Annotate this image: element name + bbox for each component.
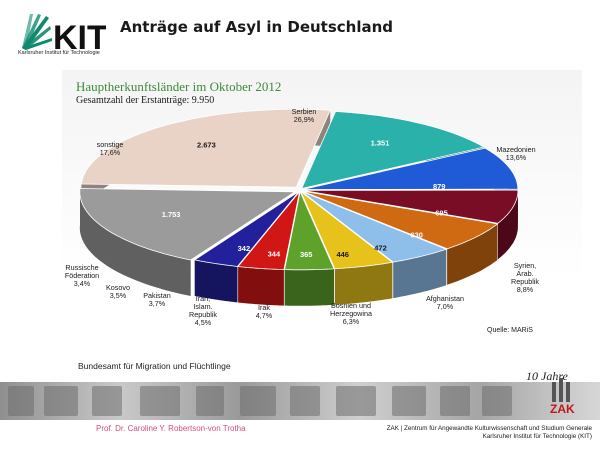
slice-value-label: 2.673 xyxy=(197,140,216,149)
pie-slice-side xyxy=(447,223,498,285)
slice-value-label: 472 xyxy=(374,243,387,252)
pie-slice xyxy=(80,108,331,188)
pie-slice xyxy=(302,190,499,250)
slice-category-label: Russische Föderation xyxy=(65,263,99,280)
footer-organization: Bundesamt für Migration und Flüchtlinge xyxy=(78,361,231,371)
slice-category-label: Serbien xyxy=(292,107,317,116)
photo-thumb xyxy=(440,386,470,416)
pie-slice-side xyxy=(334,262,393,305)
pie-slice xyxy=(301,191,448,263)
institute-line-1: ZAK | Zentrum für Angewandte Kulturwisse… xyxy=(386,425,592,432)
pie-slice xyxy=(302,189,519,224)
pie-slice xyxy=(237,191,300,271)
slice-value-label: 630 xyxy=(410,231,423,240)
photo-thumb xyxy=(240,386,276,416)
slice-category-label: Pakistan xyxy=(143,291,171,300)
pie-slice xyxy=(284,190,335,271)
pie-slice xyxy=(193,191,300,267)
slice-percent-label: 4,7% xyxy=(256,311,273,320)
slice-percent-label: 26,9% xyxy=(294,115,315,124)
slice-value-label: 365 xyxy=(300,250,313,259)
slice-percent-label: 7,0% xyxy=(437,302,454,311)
slice-value-label: 344 xyxy=(268,249,281,258)
slice-percent-label: 3,7% xyxy=(149,299,166,308)
slice-percent-label: 17,6% xyxy=(100,148,121,157)
logo-wordmark: KIT xyxy=(53,19,106,57)
slide-title: Anträge auf Asyl in Deutschland xyxy=(120,18,394,36)
slice-value-label: 879 xyxy=(433,182,446,191)
slice-category-label: Mazedonien xyxy=(496,145,535,154)
slice-category-label: Bosnien und Herzegowina xyxy=(330,301,372,318)
pie-slice xyxy=(301,111,486,190)
slice-percent-label: 6,3% xyxy=(343,317,360,326)
badge-zak: ZAK xyxy=(550,402,575,416)
pie-slice xyxy=(79,188,297,261)
zak-anniversary-badge: 10 Jahre ZAK xyxy=(526,369,575,416)
pie-slice-side xyxy=(393,249,447,299)
logo-subtitle: Karlsruher Institut für Technologie xyxy=(18,50,100,56)
pie-slice-side xyxy=(238,266,284,306)
pie-slice xyxy=(300,191,394,270)
photo-thumb xyxy=(290,386,320,416)
photo-thumb xyxy=(482,386,512,416)
kit-logo: KIT xyxy=(22,14,106,57)
slice-percent-label: 8,8% xyxy=(517,285,534,294)
photo-thumb xyxy=(392,386,426,416)
slice-percent-label: 13,6% xyxy=(506,153,527,162)
photo-thumb xyxy=(336,386,376,416)
photo-thumb xyxy=(196,386,224,416)
photo-thumb xyxy=(8,386,34,416)
chart-title: Hauptherkunftsländer im Oktober 2012 xyxy=(76,79,282,94)
badge-years: 10 Jahre xyxy=(526,369,569,383)
slice-category-label: sonstige xyxy=(97,140,124,149)
pie-slice-side xyxy=(194,259,238,303)
photo-thumb xyxy=(140,386,180,416)
pie-slice xyxy=(302,147,519,190)
slice-value-label: 342 xyxy=(238,244,251,253)
slice-value-label: 446 xyxy=(336,250,349,259)
pie-slice-side xyxy=(79,188,191,296)
slice-category-label: Irak xyxy=(258,303,270,312)
slice-category-label: Kosovo xyxy=(106,283,130,292)
pie-slice-side xyxy=(284,268,334,306)
author-name: Prof. Dr. Caroline Y. Robertson-von Trot… xyxy=(96,424,246,433)
institute-line-2: Karlsruher Institut für Technologie (KIT… xyxy=(482,433,592,440)
photo-thumb xyxy=(44,386,78,416)
slice-percent-label: 4,5% xyxy=(195,318,212,327)
slice-value-label: 1.753 xyxy=(162,210,181,219)
slice-category-label: Afghanistan xyxy=(426,294,464,303)
institute-info: ZAK | Zentrum für Angewandte Kulturwisse… xyxy=(387,425,592,441)
photo-thumb xyxy=(92,386,122,416)
slice-percent-label: 3,4% xyxy=(74,279,91,288)
slice-value-label: 1.351 xyxy=(371,139,390,148)
chart-source: Quelle: MARiS xyxy=(487,327,533,334)
chart-subtitle: Gesamtzahl der Erstanträge: 9.950 xyxy=(76,95,215,106)
slice-value-label: 695 xyxy=(435,208,448,217)
slice-category-label: Iran, Islam. Republik xyxy=(189,294,217,319)
slice-percent-label: 3,5% xyxy=(110,291,127,300)
slice-category-label: Syrien, Arab. Republik xyxy=(511,261,539,286)
